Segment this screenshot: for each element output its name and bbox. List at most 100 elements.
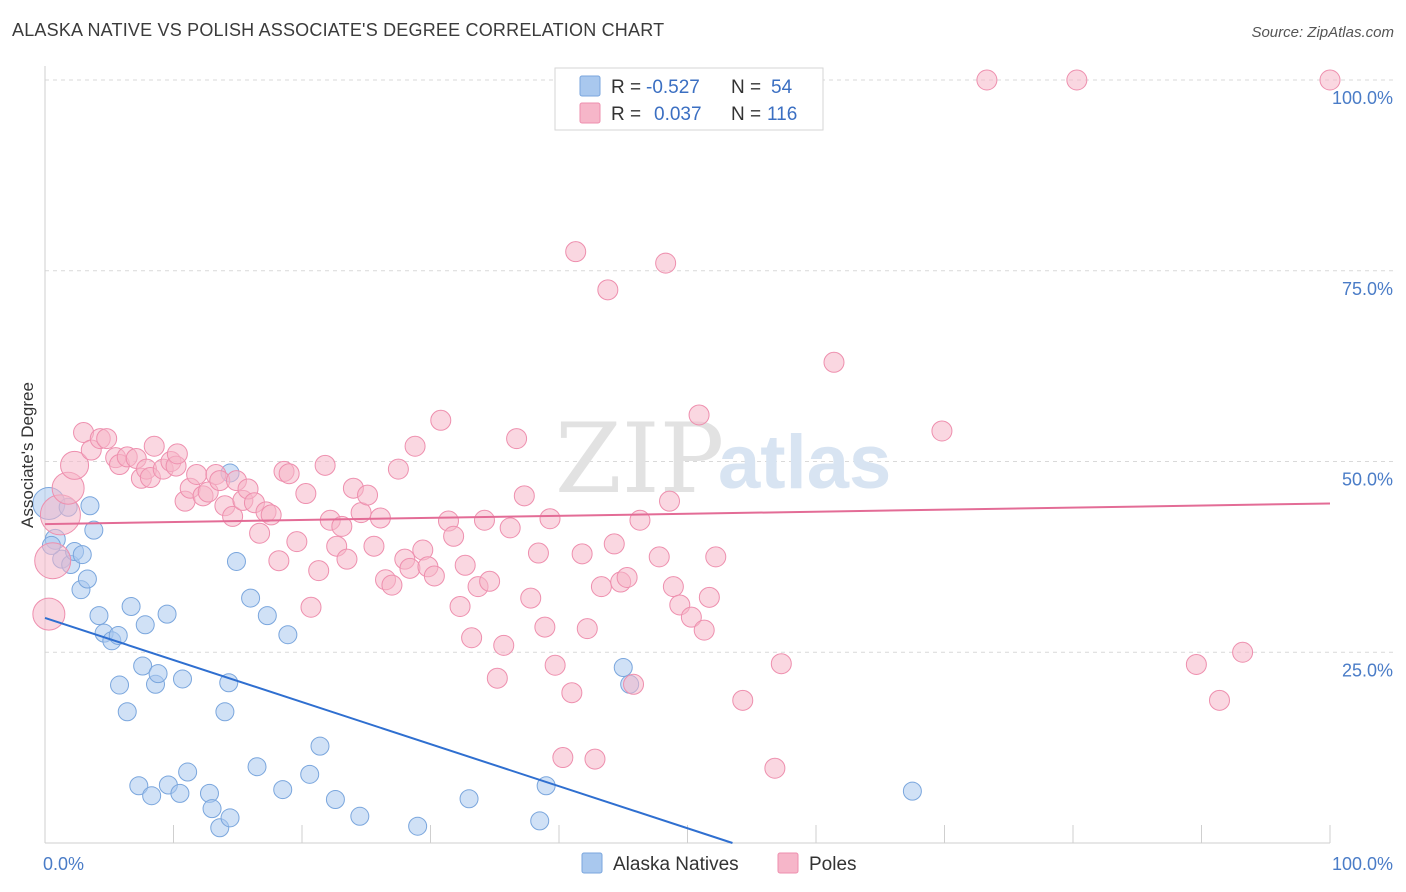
- poles-point: [454, 554, 476, 576]
- poles-trendline: [44, 502, 1331, 526]
- alaska-natives-point: [310, 736, 330, 756]
- poles-point: [387, 458, 409, 480]
- poles-point: [648, 546, 670, 568]
- poles-point: [527, 542, 549, 564]
- poles-point: [823, 351, 845, 373]
- poles-point: [693, 619, 715, 641]
- poles-point: [590, 576, 612, 598]
- poles-point: [486, 667, 508, 689]
- poles-point: [576, 618, 598, 640]
- watermark-atlas: atlas: [718, 420, 891, 505]
- poles-point: [616, 566, 638, 588]
- poles-point: [96, 428, 118, 450]
- poles-point: [662, 576, 684, 598]
- poles-point: [166, 443, 188, 465]
- poles-point: [520, 587, 542, 609]
- poles-point: [629, 509, 651, 531]
- bottom-legend-poles: Poles: [809, 854, 857, 875]
- poles-point: [1319, 69, 1341, 91]
- poles-point: [399, 557, 421, 579]
- poles-point: [260, 504, 282, 526]
- legend-n-label: N =: [731, 104, 761, 125]
- y-tick-label: 25.0%: [1342, 660, 1393, 680]
- poles-point: [186, 463, 208, 485]
- poles-point: [308, 560, 330, 582]
- poles-point: [680, 606, 702, 628]
- poles-point: [493, 634, 515, 656]
- poles-point: [423, 565, 445, 587]
- poles-point: [479, 570, 501, 592]
- alaska-natives-point: [80, 496, 100, 516]
- alaska-natives-point: [247, 757, 267, 777]
- alaska-natives-point: [117, 702, 137, 722]
- poles-point: [60, 450, 90, 480]
- poles-point: [732, 689, 754, 711]
- legend-n-value: 54: [771, 77, 793, 98]
- poles-point: [443, 525, 465, 547]
- poles-point: [1185, 653, 1207, 675]
- poles-point: [552, 747, 574, 769]
- alaska-natives-point: [325, 790, 345, 810]
- legend-r-value: -0.527: [646, 77, 700, 98]
- tick-labels: 25.0% 50.0% 75.0% 100.0% 0.0% 100.0%: [43, 88, 1393, 874]
- poles-point: [336, 548, 358, 570]
- poles-point: [499, 517, 521, 539]
- legend-swatch-poles: [579, 102, 601, 124]
- poles-point: [561, 682, 583, 704]
- legend-swatch-alaska-natives: [579, 75, 601, 97]
- alaska-natives-point: [902, 781, 922, 801]
- alaska-natives-point: [178, 762, 198, 782]
- poles-point: [295, 483, 317, 505]
- alaska-natives-point: [170, 783, 190, 803]
- alaska-natives-point: [257, 606, 277, 626]
- poles-point: [430, 409, 452, 431]
- poles-point: [143, 435, 165, 457]
- alaska-natives-point: [350, 806, 370, 826]
- poles-point: [539, 508, 561, 530]
- poles-point: [705, 546, 727, 568]
- alaska-natives-point: [273, 780, 293, 800]
- poles-point: [357, 484, 379, 506]
- y-tick-label: 50.0%: [1342, 470, 1393, 490]
- bottom-legend-swatch-alaska-natives: [581, 852, 603, 874]
- poles-point: [655, 252, 677, 274]
- poles-point: [513, 485, 535, 507]
- source-label: Source: ZipAtlas.com: [1251, 24, 1394, 41]
- poles-point: [506, 428, 528, 450]
- alaska-natives-point: [133, 656, 153, 676]
- legend-r-label: R =: [611, 104, 641, 125]
- poles-point: [268, 550, 290, 572]
- x-tick-label: 0.0%: [43, 854, 84, 874]
- alaska-natives-point: [278, 625, 298, 645]
- y-axis-label: Associate's Degree: [18, 382, 37, 528]
- poles-point: [1066, 69, 1088, 91]
- y-tick-label: 75.0%: [1342, 279, 1393, 299]
- poles-point: [278, 463, 300, 485]
- poles-point: [381, 574, 403, 596]
- poles-point: [363, 535, 385, 557]
- watermark: ZIP atlas: [555, 403, 891, 515]
- poles-point: [314, 454, 336, 476]
- poles-point: [461, 627, 483, 649]
- poles-point: [623, 673, 645, 695]
- alaska-natives-point: [89, 606, 109, 626]
- alaska-natives-point: [300, 764, 320, 784]
- poles-point: [32, 597, 66, 631]
- alaska-natives-point: [172, 669, 192, 689]
- poles-point: [1208, 689, 1230, 711]
- alaska-natives-point: [110, 675, 130, 695]
- legend-r-value: 0.037: [654, 104, 702, 125]
- poles-point: [659, 490, 681, 512]
- alaska-natives-point: [226, 551, 246, 571]
- alaska-natives-point: [84, 520, 104, 540]
- poles-point: [544, 654, 566, 676]
- poles-point: [331, 515, 353, 537]
- poles-point: [249, 522, 271, 544]
- alaska-natives-trendline: [44, 616, 733, 844]
- poles-point: [976, 69, 998, 91]
- alaska-natives-point: [241, 588, 261, 608]
- poles-points: [32, 69, 1341, 779]
- poles-point: [565, 241, 587, 263]
- poles-point: [1232, 641, 1254, 663]
- alaska-natives-point: [202, 799, 222, 819]
